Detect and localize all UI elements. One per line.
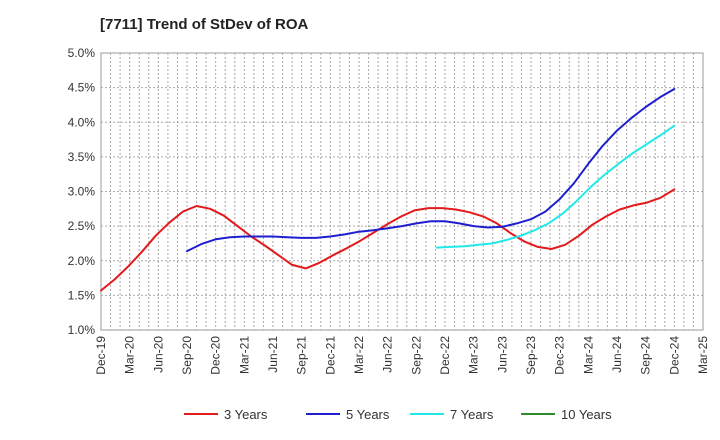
x-tick-label: Sep-21 xyxy=(295,336,309,375)
legend: 3 Years 5 Years 7 Years 10 Years xyxy=(184,407,612,422)
chart-title: [7711] Trend of StDev of ROA xyxy=(100,16,309,33)
x-tick-label: Dec-19 xyxy=(94,336,108,375)
x-tick-label: Jun-24 xyxy=(610,336,624,373)
y-tick-label: 5.0% xyxy=(68,46,96,60)
y-tick-label: 4.0% xyxy=(68,115,96,129)
legend-label: 5 Years xyxy=(346,407,390,422)
series-lines xyxy=(100,88,676,292)
series-line-5-years xyxy=(186,88,676,253)
x-tick-label: Sep-23 xyxy=(524,336,538,375)
x-tick-label: Jun-21 xyxy=(266,336,280,373)
x-tick-label: Mar-23 xyxy=(467,336,481,374)
x-tick-label: Sep-20 xyxy=(180,336,194,375)
legend-label: 10 Years xyxy=(561,407,612,422)
x-tick-label: Dec-22 xyxy=(438,336,452,375)
y-tick-label: 1.5% xyxy=(68,288,96,302)
x-tick-label: Dec-20 xyxy=(209,336,223,375)
legend-label: 7 Years xyxy=(450,407,494,422)
y-tick-label: 2.5% xyxy=(68,219,96,233)
y-tick-label: 1.0% xyxy=(68,323,96,337)
grid xyxy=(101,53,703,330)
y-tick-label: 3.5% xyxy=(68,150,96,164)
x-tick-label: Sep-22 xyxy=(409,336,423,375)
legend-label: 3 Years xyxy=(224,407,268,422)
x-tick-label: Mar-24 xyxy=(581,336,595,374)
x-tick-label: Dec-21 xyxy=(323,336,337,375)
x-tick-label: Jun-20 xyxy=(151,336,165,373)
x-tick-label: Mar-22 xyxy=(352,336,366,374)
x-tick-label: Dec-23 xyxy=(553,336,567,375)
y-axis: 1.0% 1.5% 2.0% 2.5% 3.0% 3.5% 4.0% 4.5% 5.0% xyxy=(68,46,96,337)
y-tick-label: 2.0% xyxy=(68,254,96,268)
x-tick-label: Dec-24 xyxy=(667,336,681,375)
x-tick-label: Jun-23 xyxy=(495,336,509,373)
y-tick-label: 4.5% xyxy=(68,81,96,95)
x-axis: Dec-19 Mar-20 Jun-20 Sep-20 Dec-20 Mar-21 Jun-… xyxy=(94,336,710,375)
x-tick-label: Sep-24 xyxy=(639,336,653,375)
x-tick-label: Mar-20 xyxy=(123,336,137,374)
series-line-3-years xyxy=(100,188,676,292)
x-tick-label: Jun-22 xyxy=(381,336,395,373)
series-line-7-years xyxy=(435,124,676,249)
x-tick-label: Mar-21 xyxy=(237,336,251,374)
y-tick-label: 3.0% xyxy=(68,185,96,199)
x-tick-label: Mar-25 xyxy=(696,336,710,374)
